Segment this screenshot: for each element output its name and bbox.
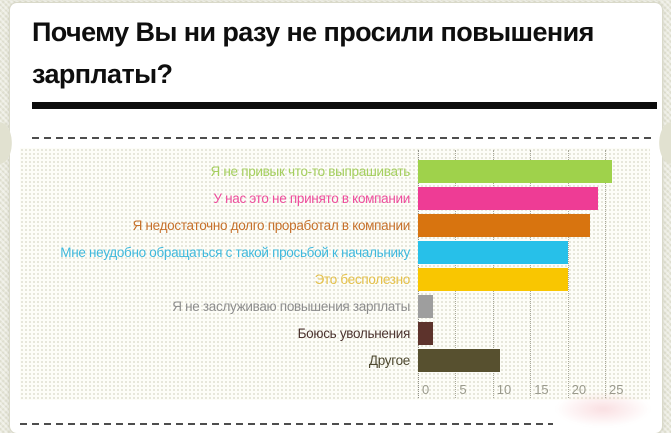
content-card: Почему Вы ни разу не просили повышения з… xyxy=(10,3,662,433)
title-underline xyxy=(32,102,657,109)
bar-row: Я не заслуживаю повышения зарплаты xyxy=(20,295,650,318)
bar xyxy=(418,160,613,183)
gridline xyxy=(567,150,569,398)
watermark-smudge xyxy=(555,391,651,427)
bar-row: Это бесполезно xyxy=(20,268,650,291)
x-tick-label: 25 xyxy=(609,382,624,397)
bar xyxy=(418,187,598,210)
page-curl-left xyxy=(0,108,20,178)
bar-chart: 0 5 10 15 20 25 Я не привык что-то выпрашивать… xyxy=(20,148,650,400)
bar xyxy=(418,241,568,264)
top-dashed-separator xyxy=(32,137,653,139)
page-curl-right xyxy=(651,108,671,178)
bar-label: У нас это не принято в компании xyxy=(213,191,410,206)
bar-label: Другое xyxy=(368,353,410,368)
bar xyxy=(418,214,591,237)
bar-row: Я не привык что-то выпрашивать xyxy=(20,160,650,183)
bar xyxy=(418,349,501,372)
bar-label: Мне неудобно обращаться с такой просьбой… xyxy=(60,245,410,260)
bar-label: Это бесполезно xyxy=(314,272,411,287)
bar-label: Я не привык что-то выпрашивать xyxy=(210,164,411,179)
page-title: Почему Вы ни разу не просили повышения з… xyxy=(32,17,594,89)
gridline xyxy=(605,150,606,398)
bar-row: Я недостаточно долго проработал в компан… xyxy=(20,214,650,237)
bar xyxy=(418,322,433,345)
bar-row: Боюсь увольнения xyxy=(20,322,650,345)
x-tick-label: 0 xyxy=(422,382,430,397)
x-tick-label: 5 xyxy=(459,382,467,397)
bottom-dashed-separator xyxy=(20,423,553,425)
bar-label: Я не заслуживаю повышения зарплаты xyxy=(172,299,410,314)
x-tick-label: 10 xyxy=(496,382,512,397)
bar xyxy=(418,268,568,291)
bar-row: Другое xyxy=(20,349,650,372)
x-tick-label: 15 xyxy=(534,382,549,397)
bar-label: Боюсь увольнения xyxy=(297,326,411,341)
bar-row: Мне неудобно обращаться с такой просьбой… xyxy=(20,241,650,264)
x-tick-label: 20 xyxy=(571,382,587,397)
bar xyxy=(418,295,433,318)
bar-row: У нас это не принято в компании xyxy=(20,187,650,210)
bar-label: Я недостаточно долго проработал в компан… xyxy=(132,218,411,233)
